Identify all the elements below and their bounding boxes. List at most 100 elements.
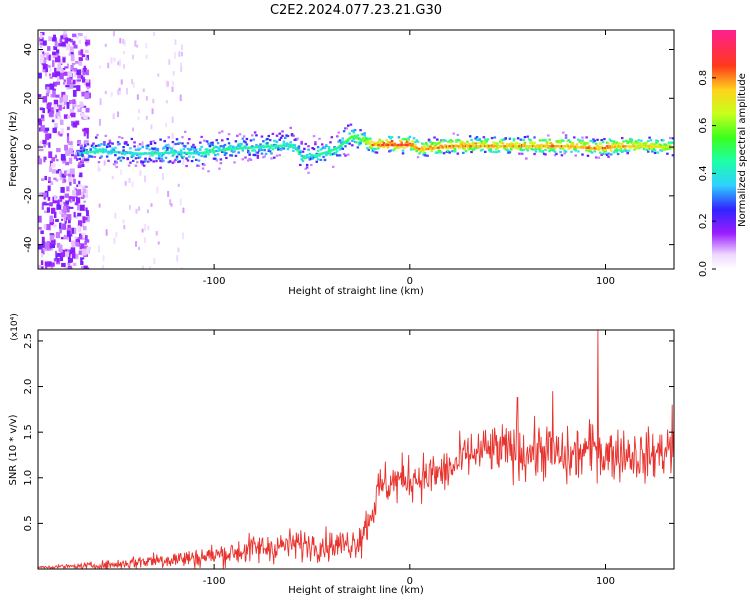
noise-cell [72, 85, 77, 88]
ridge-cell [474, 137, 477, 140]
noise-cell [59, 244, 63, 252]
ridge-cell [667, 144, 671, 147]
noise-cell [136, 44, 139, 48]
ridge-cell [351, 139, 354, 143]
ridge-cell [296, 146, 299, 150]
noise-cell [132, 82, 135, 88]
ridge-cell [282, 147, 286, 150]
ridge-cell [315, 160, 318, 163]
noise-cell [53, 34, 56, 41]
ridge-cell [671, 137, 674, 140]
noise-cell [71, 243, 76, 249]
ridge-cell [338, 139, 342, 142]
ridge-core-cell [366, 141, 369, 144]
ridge-cell [501, 138, 505, 141]
ridge-core-cell [430, 147, 434, 150]
ridge-core-cell [590, 147, 594, 150]
ridge-cell [610, 153, 613, 156]
ridge-core-cell [618, 145, 621, 148]
ridge-cell [134, 148, 138, 151]
noise-cell [66, 77, 72, 85]
noise-cell [64, 66, 69, 69]
ridge-cell [412, 137, 416, 140]
ridge-cell [288, 146, 291, 149]
ridge-cell [77, 154, 80, 157]
ridge-cell [512, 139, 516, 142]
y-tick-label: 0.5 [23, 515, 34, 531]
noise-cell [86, 210, 89, 216]
ridge-core-cell [255, 146, 258, 149]
ridge-cell [545, 141, 549, 144]
ridge-cell [346, 139, 350, 143]
ridge-core-cell [505, 145, 509, 148]
ridge-cell [655, 141, 658, 144]
ridge-core-cell [246, 146, 250, 149]
ridge-cell [218, 167, 221, 170]
ridge-core-cell [204, 151, 208, 154]
ridge-cell [153, 141, 157, 145]
ridge-cell [178, 160, 182, 163]
ridge-cell [220, 150, 224, 154]
noise-cell [176, 255, 179, 262]
ridge-cell [86, 143, 90, 146]
ridge-core-cell [253, 146, 257, 149]
ridge-cell [579, 141, 583, 145]
ridge-cell [485, 139, 488, 142]
ridge-cell [216, 142, 220, 145]
ridge-core-cell [514, 145, 517, 148]
ridge-cell [438, 141, 442, 144]
ridge-cell [551, 143, 554, 146]
ridge-cell [481, 141, 484, 144]
ridge-cell [82, 146, 86, 149]
ridge-cell [277, 148, 280, 151]
ridge-cell [177, 160, 180, 164]
ridge-cell [377, 141, 380, 144]
noise-cell [47, 185, 51, 192]
ridge-cell [375, 151, 379, 154]
ridge-cell [663, 143, 666, 146]
noise-cell [60, 187, 65, 193]
ridge-core-cell [546, 145, 550, 148]
ridge-core-cell [279, 144, 283, 147]
noise-cell [38, 144, 42, 147]
ridge-cell [271, 132, 275, 135]
noise-cell [82, 76, 85, 80]
ridge-cell [163, 146, 166, 149]
ridge-cell [170, 149, 173, 152]
ridge-cell [559, 150, 562, 154]
snr-plot-area [38, 330, 674, 569]
ridge-cell [111, 142, 114, 145]
noise-cell [98, 118, 101, 126]
noise-cell [84, 217, 88, 221]
noise-cell [51, 119, 55, 123]
ridge-cell [299, 163, 302, 167]
noise-cell [44, 70, 48, 77]
ridge-core-cell [252, 146, 255, 149]
ridge-core-cell [507, 145, 510, 148]
ridge-cell [297, 147, 301, 150]
ridge-cell [634, 147, 638, 150]
noise-cell [54, 154, 58, 159]
y-tick-label: 1.0 [23, 470, 34, 486]
noise-cell [81, 248, 87, 256]
ridge-cell [123, 142, 127, 145]
ridge-cell [652, 143, 655, 146]
noise-cell [76, 81, 80, 85]
ridge-cell [281, 130, 284, 133]
noise-cell [156, 186, 159, 194]
noise-cell [39, 44, 43, 49]
ridge-cell [297, 152, 301, 155]
noise-cell [172, 81, 175, 86]
ridge-cell [108, 145, 112, 148]
ridge-core-cell [220, 149, 224, 152]
ridge-cell [252, 153, 255, 156]
ridge-core-cell [531, 145, 535, 148]
ridge-cell [151, 147, 154, 150]
noise-cell [59, 195, 65, 200]
noise-cell [76, 79, 82, 82]
noise-cell [178, 51, 181, 57]
noise-cell [69, 168, 75, 175]
ridge-cell [234, 140, 238, 143]
ridge-core-cell [373, 143, 376, 147]
ridge-cell [529, 138, 532, 142]
